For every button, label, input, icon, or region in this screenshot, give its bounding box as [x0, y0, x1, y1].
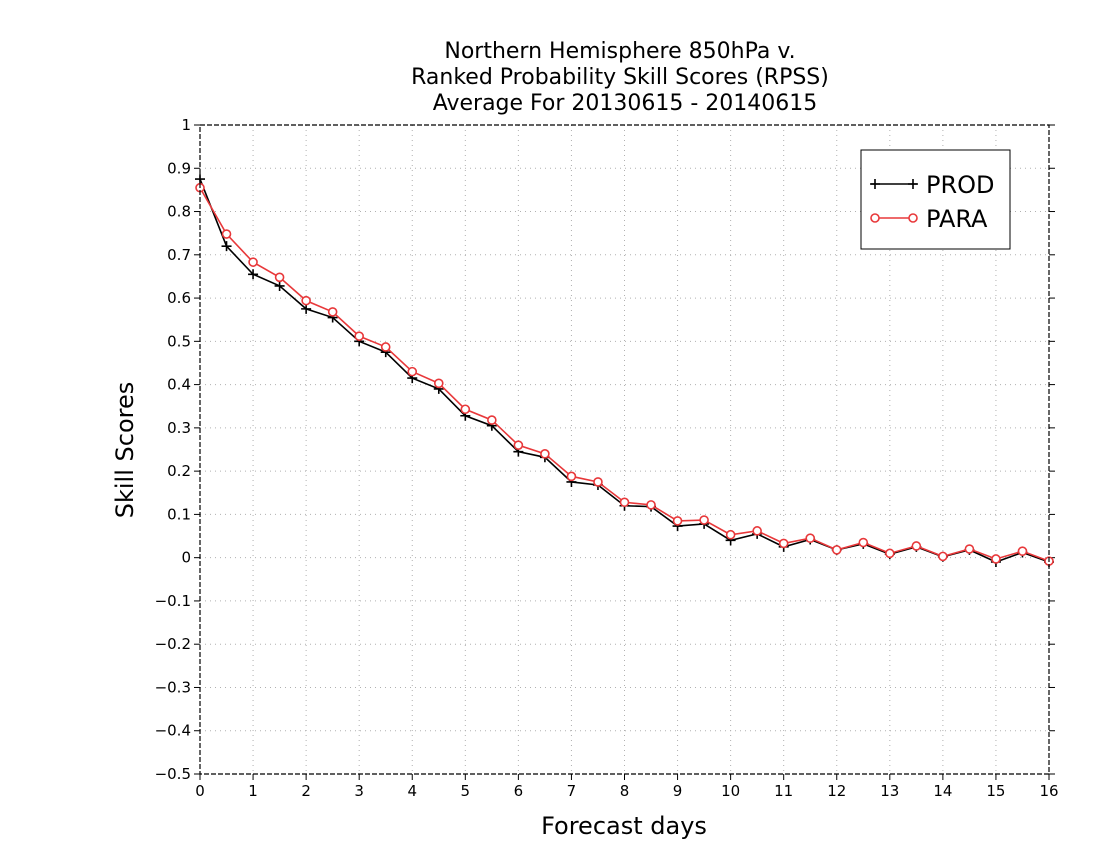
data-point-para	[805, 533, 816, 543]
legend-label: PARA	[926, 205, 988, 233]
data-point-para	[911, 541, 922, 551]
data-point-para	[513, 440, 524, 450]
data-point-para	[885, 548, 895, 559]
y-tick-label: −0.3	[155, 678, 191, 696]
grid-layer	[200, 125, 1049, 774]
y-tick-label: 0.1	[167, 505, 191, 523]
data-point-para	[938, 551, 948, 562]
x-tick-label: 10	[721, 782, 740, 800]
data-point-prod	[248, 269, 259, 280]
legend-marker	[908, 213, 918, 223]
data-point-prod	[301, 303, 312, 314]
legend-marker	[908, 179, 918, 189]
x-tick-label: 13	[880, 782, 899, 800]
y-tick-label: −0.4	[155, 722, 191, 740]
data-point-para	[964, 544, 975, 554]
chart-title-line-1: Northern Hemisphere 850hPa v.	[444, 39, 795, 64]
data-point-para	[672, 516, 683, 526]
x-tick-label: 0	[195, 782, 205, 800]
data-point-para	[221, 229, 232, 239]
data-point-para	[699, 515, 709, 525]
y-tick-label: 0.9	[167, 159, 191, 177]
x-tick-label: 14	[933, 782, 952, 800]
data-point-para	[407, 366, 418, 377]
data-point-para	[327, 307, 338, 317]
data-point-para	[380, 342, 391, 352]
plot-frame	[199, 124, 1050, 775]
legend-box	[860, 149, 1011, 250]
x-tick-label: 3	[354, 782, 364, 800]
x-tick-label: 6	[514, 782, 524, 800]
data-point-para	[858, 537, 869, 548]
y-tick-label: 0.3	[167, 419, 191, 437]
series-layer	[195, 174, 1054, 567]
legend: PROD PARA	[860, 149, 1011, 250]
data-point-para	[487, 415, 497, 425]
x-tick-label: 4	[407, 782, 417, 800]
tick-layer: 0 1 2 3 4 5 6 7 8 9 10 11 12 13 14 15 16−0.5−0.4−0.3−0.2…	[155, 116, 1059, 800]
y-tick-label: −0.5	[155, 765, 191, 783]
data-point-para	[752, 526, 762, 536]
y-tick-label: 1	[181, 116, 191, 134]
data-point-para	[646, 500, 656, 510]
chart-title-line-2: Ranked Probability Skill Scores (RPSS)	[411, 65, 829, 90]
data-point-para	[354, 331, 364, 341]
x-tick-label: 7	[567, 782, 577, 800]
data-point-para	[274, 272, 285, 283]
x-tick-label: 9	[673, 782, 683, 800]
y-tick-label: −0.1	[155, 592, 191, 610]
data-point-para	[593, 477, 603, 487]
x-tick-label: 5	[461, 782, 471, 800]
x-tick-label: 15	[986, 782, 1005, 800]
legend-marker	[870, 179, 880, 189]
x-tick-label: 2	[301, 782, 311, 800]
x-tick-label: 16	[1039, 782, 1058, 800]
y-tick-label: 0.8	[167, 203, 191, 221]
data-point-para	[725, 529, 736, 540]
data-point-prod	[221, 241, 232, 252]
x-tick-label: 12	[827, 782, 846, 800]
x-tick-label: 1	[248, 782, 258, 800]
data-point-para	[540, 449, 550, 459]
y-tick-label: 0.2	[167, 462, 191, 480]
data-point-para	[301, 295, 311, 306]
series-para	[195, 182, 1054, 566]
x-tick-label: 11	[774, 782, 793, 800]
y-axis-label: Skill Scores	[111, 382, 139, 519]
legend-label: PROD	[926, 171, 995, 199]
data-point-para	[566, 471, 577, 482]
data-point-para	[619, 497, 630, 508]
chart-title-line-3: Average For 20130615 - 20140615	[433, 91, 818, 116]
y-tick-label: 0.5	[167, 332, 191, 350]
data-point-para	[433, 378, 444, 389]
legend-marker	[870, 213, 880, 223]
data-point-prod	[274, 280, 285, 291]
y-tick-label: 0.4	[167, 376, 191, 394]
legend-item-prod: PROD	[870, 171, 995, 199]
y-tick-label: 0.6	[167, 289, 191, 307]
y-tick-label: 0.7	[167, 246, 191, 264]
data-point-para	[778, 538, 789, 549]
data-point-para	[460, 404, 471, 415]
x-axis-label: Forecast days	[541, 812, 707, 840]
y-tick-label: −0.2	[155, 635, 191, 653]
y-tick-label: 0	[181, 549, 191, 567]
data-point-para	[991, 554, 1001, 564]
legend-item-para: PARA	[870, 205, 988, 233]
data-point-para	[831, 545, 842, 555]
data-point-para	[1017, 546, 1028, 556]
x-tick-label: 8	[620, 782, 630, 800]
data-point-para	[248, 257, 258, 267]
